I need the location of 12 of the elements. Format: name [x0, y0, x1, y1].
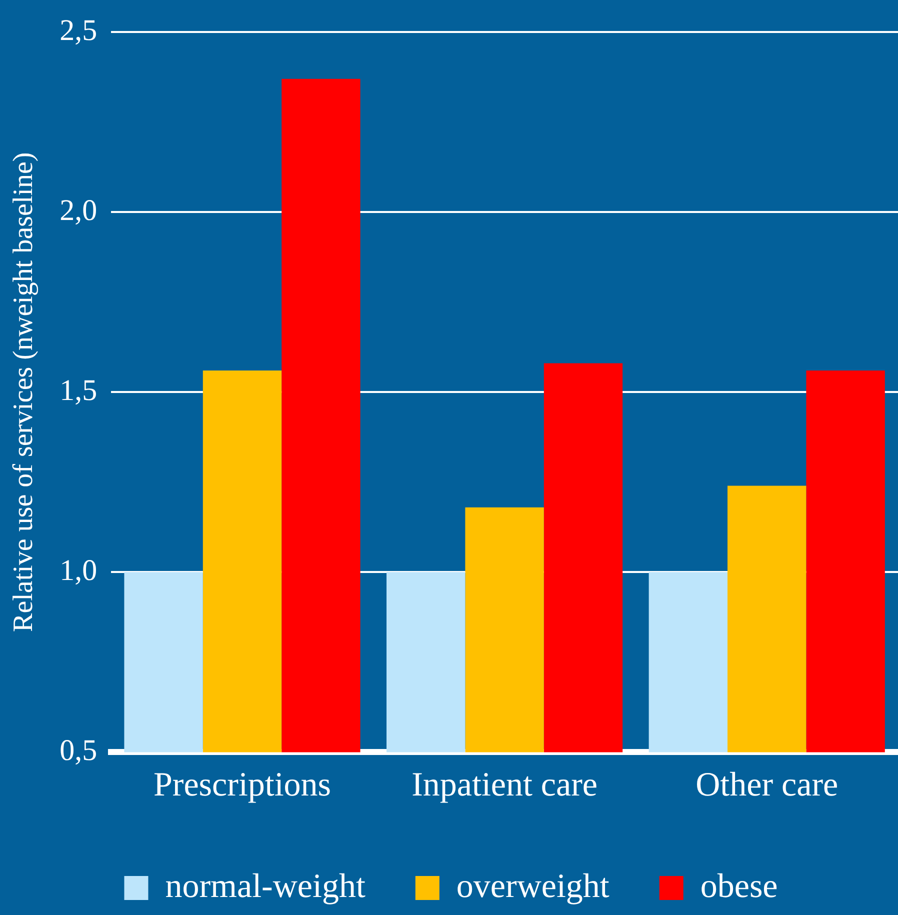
y-axis-title: Relative use of services (nweight baseline) [8, 152, 40, 632]
legend-label: obese [700, 868, 778, 905]
x-tick-label: Other care [696, 766, 838, 804]
legend-label: overweight [456, 868, 610, 905]
y-tick-label: 1,5 [60, 374, 98, 407]
y-tick-label: 1,0 [60, 554, 98, 588]
y-tick-label: 2,5 [60, 14, 98, 47]
legend-label: normal-weight [165, 868, 366, 905]
y-tick-label: 0,5 [60, 734, 98, 768]
y-tick-label: 2,0 [60, 194, 98, 227]
x-tick-label: Prescriptions [153, 766, 332, 804]
x-tick-label: Inpatient care [412, 766, 598, 804]
